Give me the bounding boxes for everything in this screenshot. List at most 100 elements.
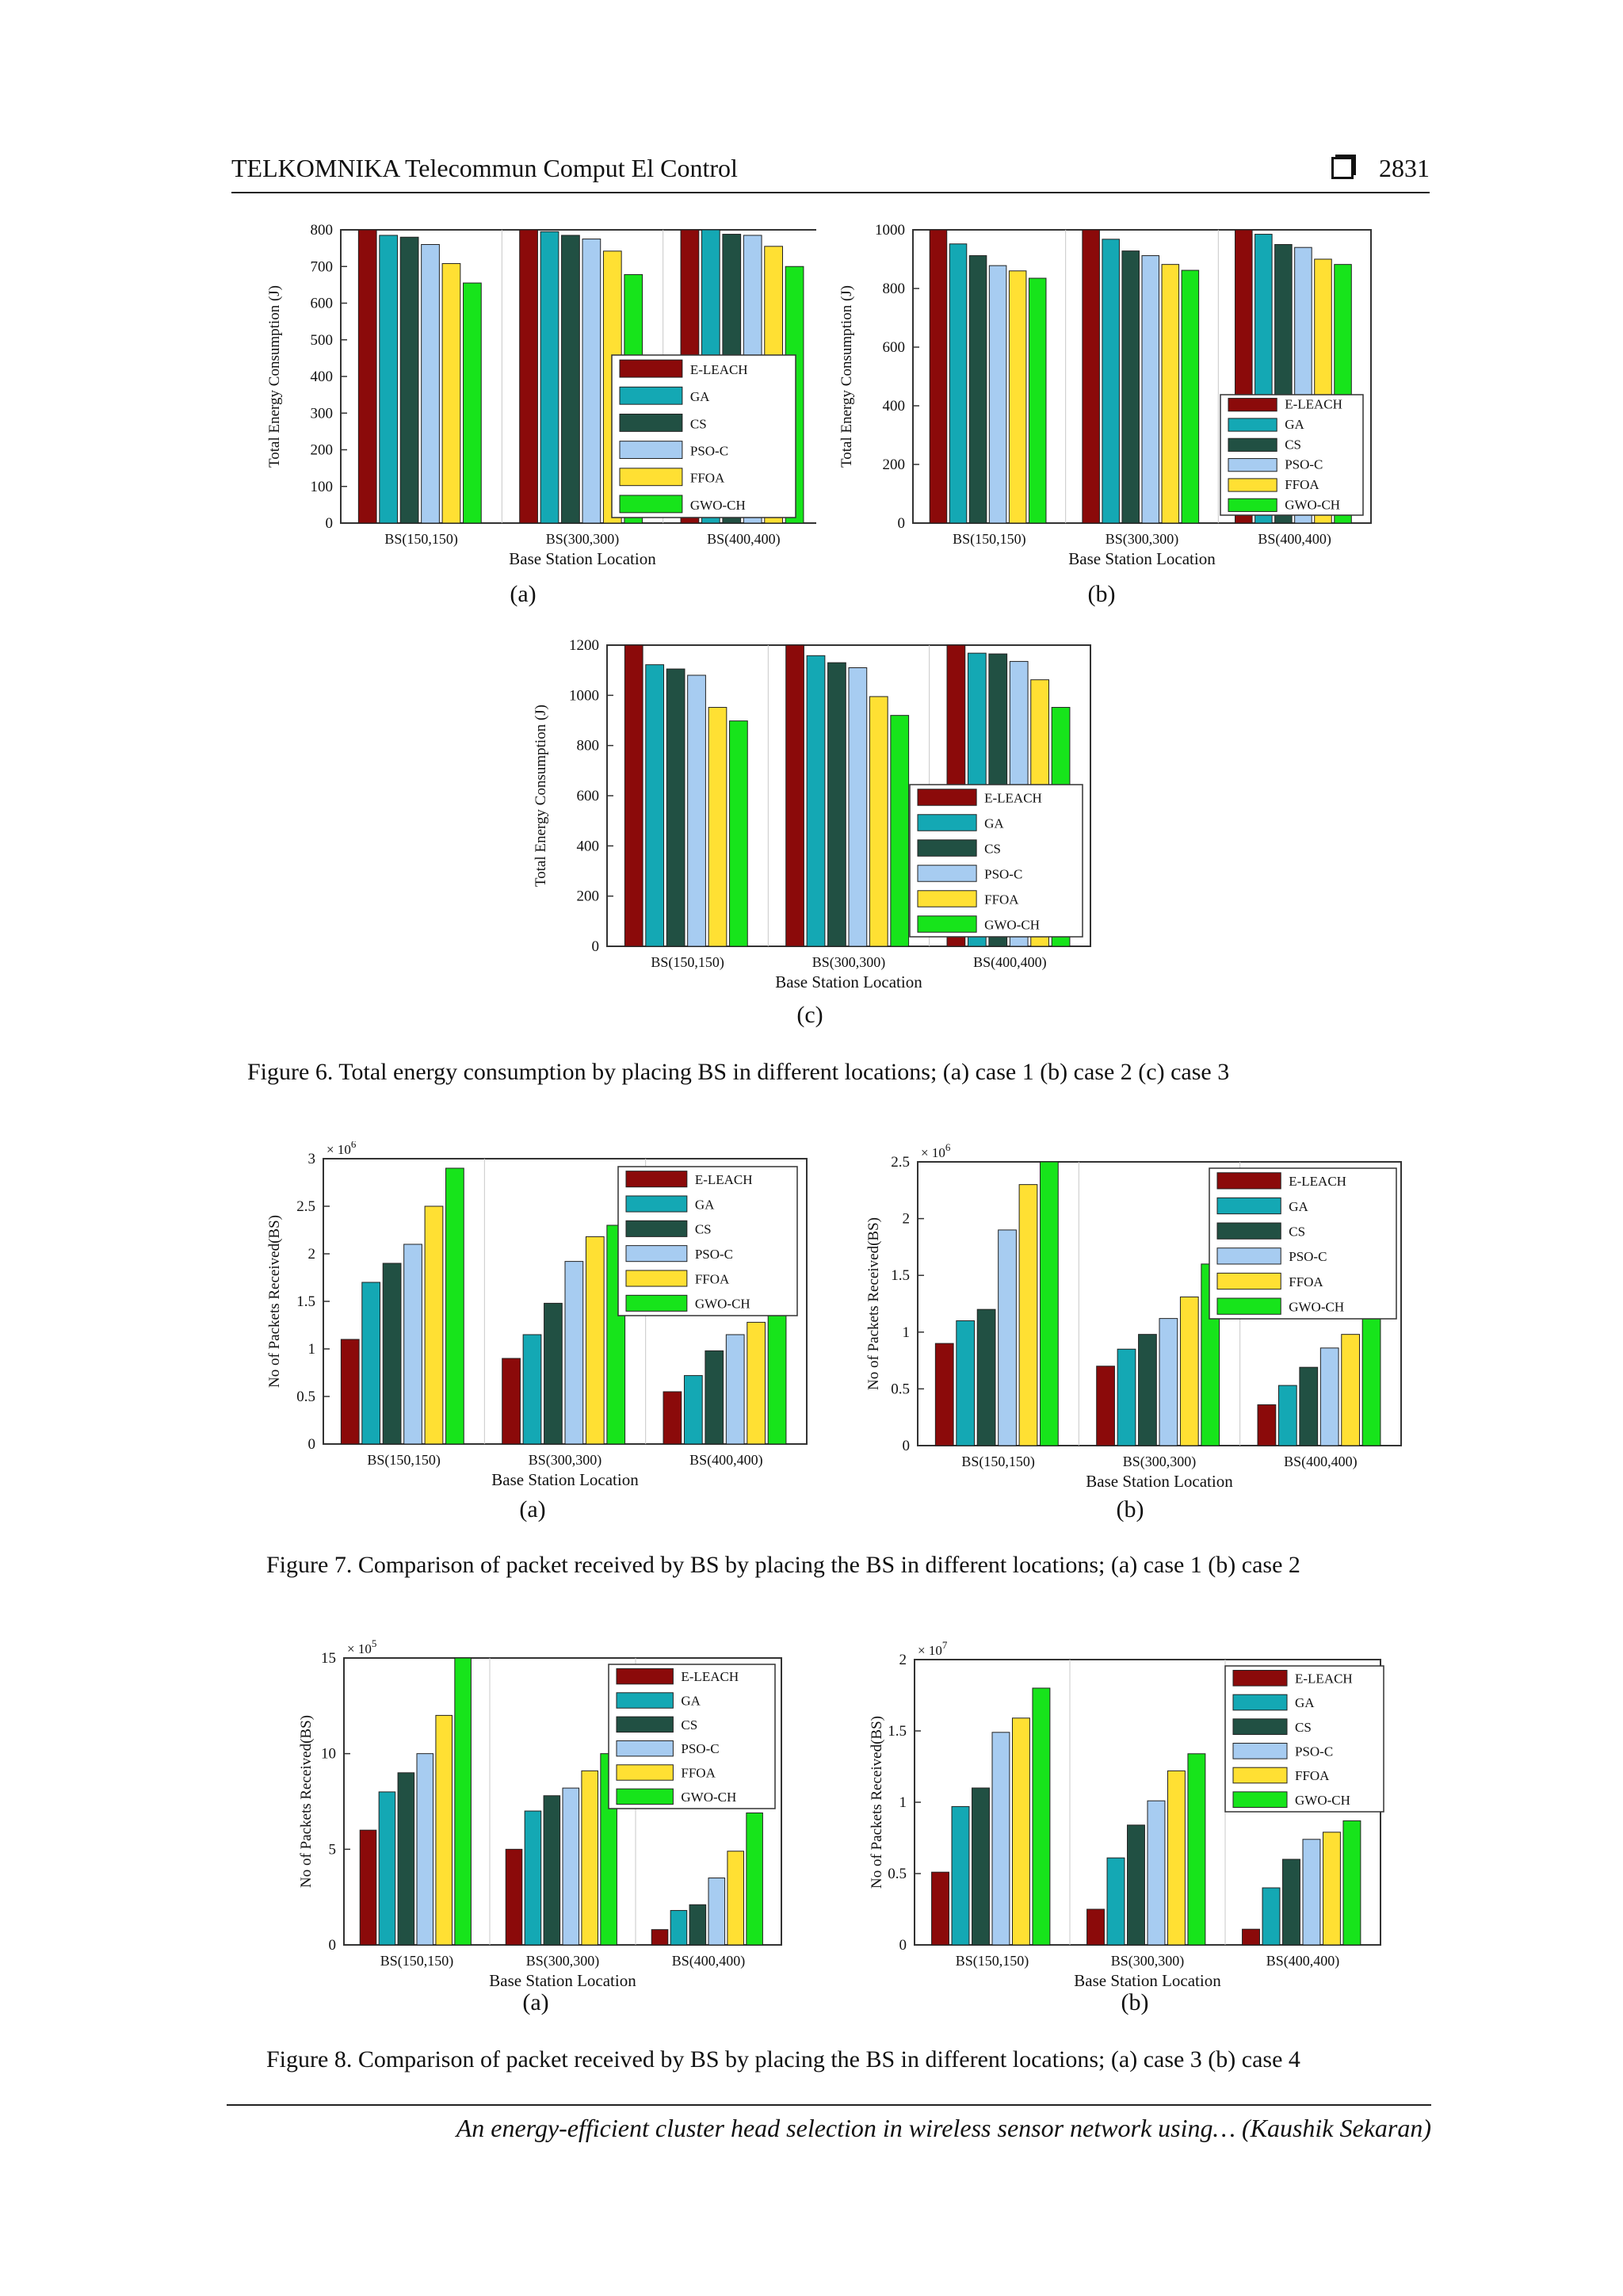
y-tick-label: 2.5 [296, 1198, 315, 1215]
legend-label: FFOA [984, 892, 1019, 907]
bar [421, 244, 440, 524]
bar [1011, 1717, 1030, 1946]
y-tick-label: 2 [903, 1211, 911, 1228]
y-axis-label: Total Energy Consumption (J) [838, 285, 855, 468]
y-tick-label: 800 [883, 281, 906, 297]
bar [1117, 1348, 1136, 1446]
y-tick-label: 1.5 [891, 1267, 910, 1284]
legend-label: PSO-C [1295, 1744, 1333, 1759]
bar [683, 1375, 703, 1445]
legend-label: FFOA [695, 1271, 730, 1286]
bar [543, 1795, 561, 1946]
bar [1302, 1839, 1321, 1946]
y-exponent-label: × 105 [347, 1637, 376, 1656]
x-tick-label: BS(150,150) [953, 531, 1026, 548]
legend-swatch [619, 441, 683, 460]
bar [1159, 1318, 1178, 1446]
bar [361, 1282, 381, 1445]
bar [357, 229, 377, 524]
bar [378, 1791, 396, 1946]
legend-swatch [1216, 1272, 1281, 1290]
bar [1322, 1832, 1341, 1946]
bar [463, 282, 482, 524]
bar [869, 696, 888, 947]
legend-label: E-LEACH [1285, 397, 1342, 412]
bar [561, 235, 580, 524]
sublabel-6c: (c) [796, 1002, 823, 1028]
bar [890, 715, 910, 947]
bar [708, 707, 727, 947]
bar [663, 1391, 682, 1445]
x-axis-label: Base Station Location [775, 972, 922, 991]
y-tick-label: 100 [311, 479, 334, 495]
x-tick-label: BS(300,300) [526, 1953, 600, 1969]
y-tick-label: 0.5 [891, 1381, 910, 1397]
y-axis-label: Total Energy Consumption (J) [266, 285, 283, 468]
legend-swatch [616, 1716, 674, 1733]
y-axis-label: No of Packets Received(BS) [298, 1715, 315, 1888]
legend-label: CS [690, 416, 707, 431]
y-tick-label: 300 [311, 405, 334, 422]
legend-swatch [616, 1788, 674, 1805]
bar [359, 1829, 377, 1946]
chart-fig7a: 0 0.5 1 1.5 2 2.5 3 × 106 BS(150,150) BS(300,300)… [266, 1141, 808, 1489]
chart-fig7b: 0 0.5 1 1.5 2 2.5 × 106 BS(150,150) BS(300,300) B… [865, 1141, 1402, 1491]
x-tick-label: BS(300,300) [546, 531, 620, 548]
y-tick-label: 1 [903, 1324, 911, 1341]
legend-swatch [1228, 478, 1277, 492]
bar [1086, 1908, 1105, 1946]
bar [687, 674, 706, 947]
bar [1102, 239, 1120, 524]
bar [931, 1871, 949, 1946]
bar [1167, 1770, 1186, 1946]
legend-label: FFOA [690, 471, 725, 486]
legend-label: FFOA [1285, 477, 1319, 492]
y-tick-label: 400 [577, 838, 600, 854]
bar [340, 1339, 360, 1445]
legend-label: GA [984, 816, 1004, 831]
bar [949, 243, 968, 524]
legend-swatch [917, 865, 977, 882]
legend-label: E-LEACH [695, 1172, 753, 1187]
legend-swatch [917, 789, 977, 806]
legend-label: CS [1289, 1224, 1305, 1240]
bar [540, 231, 559, 524]
legend-swatch [619, 359, 683, 378]
legend-swatch [1228, 498, 1277, 512]
bar [1179, 1296, 1199, 1446]
legend-label: CS [984, 841, 1001, 856]
legend-swatch [1232, 1670, 1288, 1687]
bar [416, 1753, 434, 1946]
legend-swatch [616, 1764, 674, 1781]
legend-label: CS [681, 1717, 697, 1733]
legend-swatch [1228, 437, 1277, 452]
legend-swatch [619, 495, 683, 514]
bar [651, 1929, 669, 1946]
bar [998, 1229, 1017, 1446]
y-tick-label: 600 [577, 788, 600, 804]
bar [670, 1910, 688, 1946]
legend-label: GA [695, 1197, 715, 1212]
bar [645, 664, 665, 947]
legend-label: PSO-C [984, 866, 1022, 881]
legend-swatch [917, 890, 977, 907]
x-tick-label: BS(300,300) [812, 954, 886, 971]
legend-label: E-LEACH [984, 790, 1042, 805]
y-tick-label: 2 [899, 1652, 907, 1668]
y-tick-label: 600 [311, 296, 334, 312]
bar [522, 1334, 542, 1445]
bar [1082, 229, 1100, 524]
legend-swatch [1232, 1694, 1288, 1711]
y-tick-label: 200 [577, 888, 600, 905]
bar [424, 1205, 444, 1445]
legend-swatch [625, 1171, 688, 1188]
x-axis-label: Base Station Location [509, 549, 656, 568]
y-tick-label: 2 [308, 1246, 316, 1263]
bar [968, 255, 987, 524]
bar [397, 1772, 415, 1946]
figure-6-caption: Figure 6. Total energy consumption by pl… [247, 1059, 1230, 1085]
bar [991, 1732, 1010, 1946]
legend-swatch [1232, 1743, 1288, 1759]
bar [445, 1167, 464, 1445]
